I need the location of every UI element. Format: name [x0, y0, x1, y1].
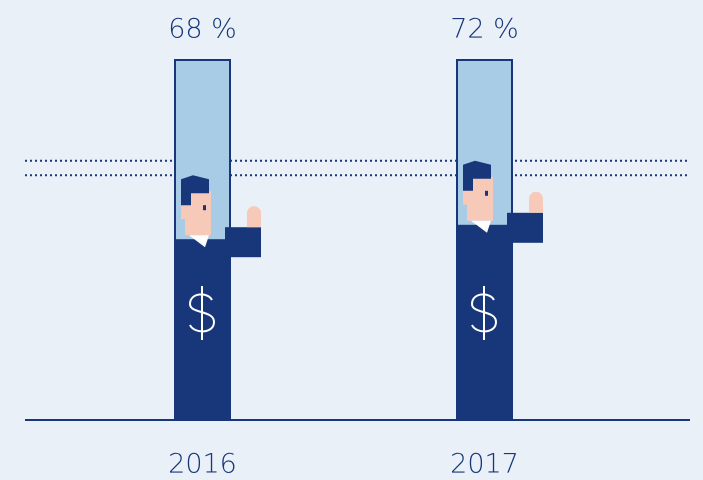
ear	[463, 190, 471, 205]
bar	[457, 160, 543, 420]
x-tick-label: 2017	[450, 449, 519, 480]
arm	[507, 212, 543, 243]
hair	[181, 175, 209, 206]
ear	[181, 205, 189, 220]
arm	[225, 227, 261, 258]
hair	[463, 160, 491, 191]
hand	[247, 206, 261, 228]
eye	[203, 205, 206, 211]
collar	[189, 235, 209, 248]
dollar-icon	[470, 286, 498, 340]
value-label: 68 %	[168, 14, 237, 45]
x-tick-label: 2016	[168, 449, 237, 480]
value-label: 72 %	[450, 14, 519, 45]
hand	[529, 191, 543, 213]
eye	[485, 190, 488, 196]
bar	[175, 175, 261, 420]
dollar-icon	[188, 286, 216, 340]
collar	[471, 220, 491, 233]
